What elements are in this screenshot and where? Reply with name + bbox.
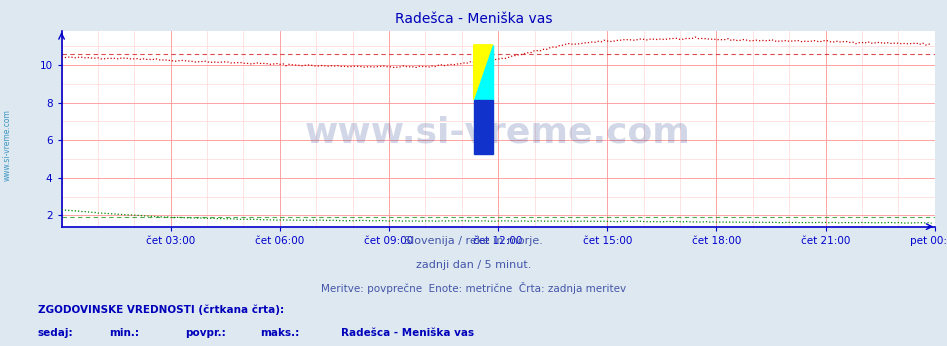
Bar [474,100,492,154]
Polygon shape [474,45,492,100]
Text: maks.:: maks.: [260,328,299,338]
Polygon shape [474,45,492,100]
Text: Meritve: povprečne  Enote: metrične  Črta: zadnja meritev: Meritve: povprečne Enote: metrične Črta:… [321,282,626,294]
Text: Radešca - Meniška vas: Radešca - Meniška vas [341,328,474,338]
Text: Slovenija / reke in morje.: Slovenija / reke in morje. [404,236,543,246]
Text: min.:: min.: [109,328,139,338]
Text: sedaj:: sedaj: [38,328,74,338]
Text: zadnji dan / 5 minut.: zadnji dan / 5 minut. [416,260,531,270]
Text: Radešca - Meniška vas: Radešca - Meniška vas [395,12,552,26]
Text: povpr.:: povpr.: [185,328,225,338]
Text: ZGODOVINSKE VREDNOSTI (črtkana črta):: ZGODOVINSKE VREDNOSTI (črtkana črta): [38,304,284,315]
Text: www.si-vreme.com: www.si-vreme.com [305,116,691,150]
Text: www.si-vreme.com: www.si-vreme.com [3,109,12,181]
